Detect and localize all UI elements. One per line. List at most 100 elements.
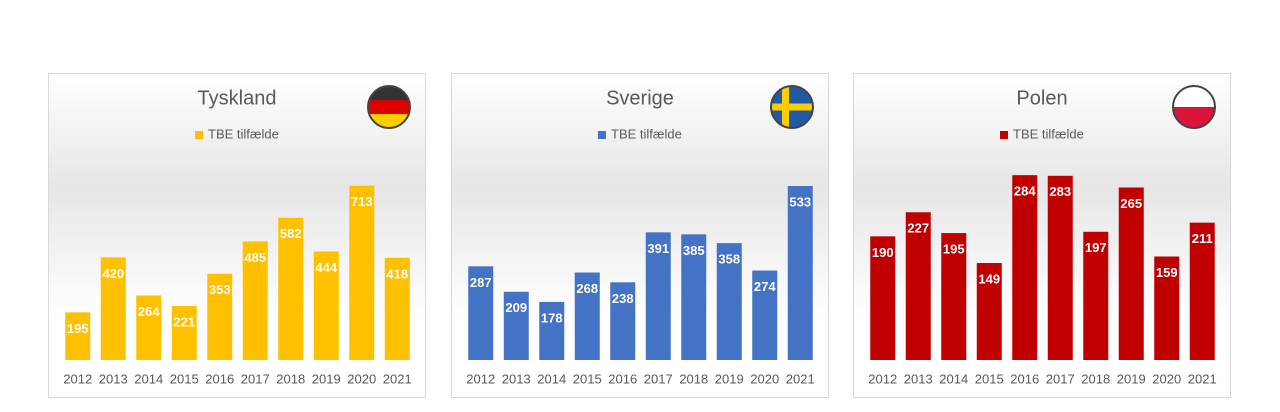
x-tick-label: 2015 — [170, 371, 199, 386]
x-tick-label: 2016 — [205, 371, 234, 386]
value-label: 268 — [576, 281, 598, 296]
value-label: 159 — [1156, 265, 1178, 280]
value-label: 209 — [505, 300, 527, 315]
x-tick-label: 2021 — [786, 371, 815, 386]
x-tick-label: 2012 — [63, 371, 92, 386]
value-label: 238 — [612, 291, 634, 306]
value-label: 444 — [315, 260, 337, 275]
value-label: 221 — [173, 314, 195, 329]
chart-panel: Sverige 287 209 178 268 238 391 385 358 274 533 TBE… — [451, 73, 829, 398]
flag-germany — [367, 85, 411, 129]
value-label: 582 — [280, 226, 302, 241]
bar — [976, 263, 1002, 360]
bar — [207, 273, 233, 360]
value-label: 358 — [718, 252, 740, 267]
bar — [136, 295, 162, 360]
bar — [716, 243, 742, 360]
x-tick-label: 2021 — [1188, 371, 1217, 386]
bar — [787, 186, 813, 360]
chart-title: Tyskland — [198, 87, 277, 109]
x-tick-label: 2018 — [679, 371, 708, 386]
bar — [752, 270, 778, 360]
value-label: 533 — [789, 194, 811, 209]
chart-panel: Polen 190 227 195 149 284 283 197 265 159 211 TBE t… — [853, 73, 1231, 398]
value-label: 265 — [1120, 196, 1142, 211]
legend-swatch — [1000, 131, 1008, 139]
value-label: 283 — [1049, 184, 1071, 199]
chart-panel: Tyskland 195 420 264 221 353 485 582 444 713 418 TB… — [48, 73, 426, 398]
x-tick-label: 2012 — [466, 371, 495, 386]
x-tick-label: 2013 — [99, 371, 128, 386]
x-tick-label: 2021 — [383, 371, 412, 386]
x-tick-label: 2019 — [1117, 371, 1146, 386]
x-tick-label: 2018 — [276, 371, 305, 386]
bar — [349, 185, 375, 360]
bar — [313, 251, 339, 360]
bar — [65, 312, 91, 360]
bar — [242, 241, 268, 360]
bar — [1118, 187, 1144, 360]
x-tick-label: 2014 — [537, 371, 566, 386]
x-tick-label: 2020 — [347, 371, 376, 386]
bar — [1083, 231, 1109, 360]
value-label: 485 — [244, 250, 266, 265]
x-tick-label: 2013 — [502, 371, 531, 386]
bar — [539, 301, 565, 360]
x-tick-label: 2016 — [1010, 371, 1039, 386]
x-tick-label: 2020 — [750, 371, 779, 386]
bar — [645, 232, 671, 360]
legend-label: TBE tilfælde — [611, 126, 682, 141]
x-tick-label: 2015 — [975, 371, 1004, 386]
value-label: 287 — [470, 275, 492, 290]
value-label: 197 — [1085, 240, 1107, 255]
x-tick-label: 2017 — [241, 371, 270, 386]
value-label: 195 — [943, 242, 965, 257]
bar — [278, 217, 304, 360]
x-tick-label: 2017 — [1046, 371, 1075, 386]
flag-sweden — [770, 85, 814, 129]
legend-swatch — [598, 131, 606, 139]
value-label: 418 — [386, 266, 408, 281]
value-label: 353 — [209, 282, 231, 297]
x-tick-label: 2017 — [644, 371, 673, 386]
x-tick-label: 2019 — [715, 371, 744, 386]
bar — [574, 272, 600, 360]
bar — [384, 257, 410, 360]
value-label: 391 — [647, 241, 669, 256]
bar — [503, 291, 529, 360]
bar — [1189, 222, 1215, 360]
value-label: 211 — [1192, 231, 1213, 246]
bar — [870, 236, 896, 360]
value-label: 420 — [102, 266, 124, 281]
bar — [171, 305, 197, 360]
value-label: 178 — [541, 310, 563, 325]
value-label: 149 — [978, 271, 1000, 286]
value-label: 385 — [683, 243, 705, 258]
x-tick-label: 2013 — [904, 371, 933, 386]
bar — [681, 234, 707, 360]
x-tick-label: 2016 — [608, 371, 637, 386]
chart-title: Polen — [1016, 87, 1067, 109]
value-label: 713 — [351, 194, 373, 209]
value-label: 190 — [872, 245, 894, 260]
value-label: 195 — [67, 321, 89, 336]
x-tick-label: 2012 — [868, 371, 897, 386]
x-tick-label: 2015 — [573, 371, 602, 386]
chart-title: Sverige — [606, 87, 674, 109]
bar — [905, 212, 931, 360]
bar — [1047, 175, 1073, 360]
x-tick-label: 2019 — [312, 371, 341, 386]
x-tick-label: 2018 — [1081, 371, 1110, 386]
legend-swatch — [195, 131, 203, 139]
bar — [1154, 256, 1180, 360]
legend-label: TBE tilfælde — [1013, 126, 1084, 141]
x-tick-label: 2014 — [134, 371, 163, 386]
flag-poland — [1172, 85, 1216, 129]
bar — [1012, 175, 1038, 360]
x-tick-label: 2020 — [1152, 371, 1181, 386]
bar — [610, 282, 636, 360]
bar — [941, 233, 967, 360]
value-label: 284 — [1014, 184, 1036, 199]
value-label: 274 — [754, 279, 776, 294]
